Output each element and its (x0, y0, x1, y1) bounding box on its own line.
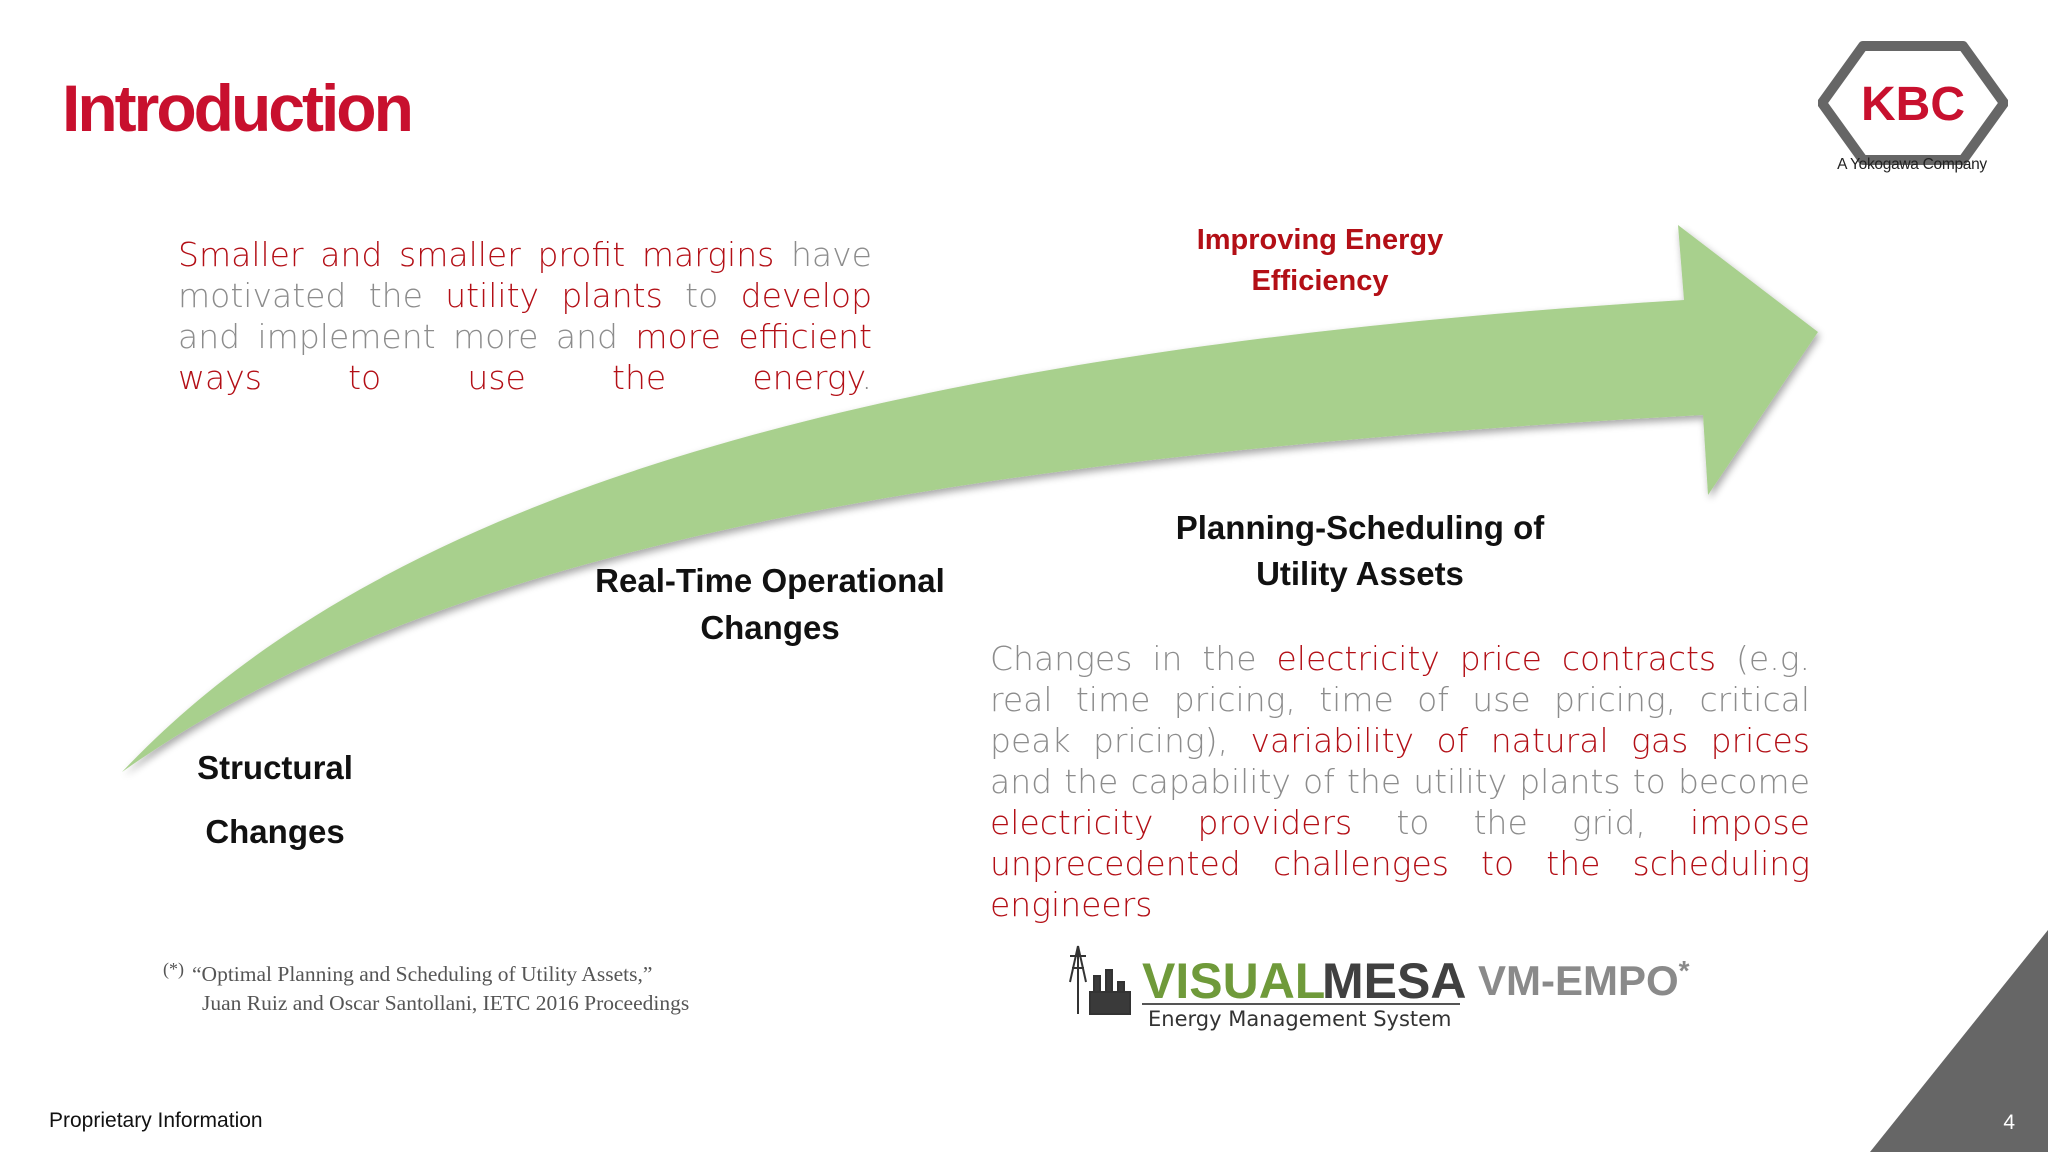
intro-s5: develop (740, 276, 873, 315)
detail-s2: electricity price contracts (1276, 639, 1717, 678)
detail-s3: (e.g. real time pricing, time of use pri… (990, 639, 1811, 760)
reference-note: (*) “Optimal Planning and Scheduling of U… (163, 959, 690, 1017)
reference-mark: (*) (163, 959, 184, 979)
visual-mesa-logo: VISUAL MESA Energy Management System (1069, 945, 1466, 1031)
corner-decoration (1870, 930, 2048, 1152)
visual-mesa-tagline: Energy Management System (1148, 1007, 1452, 1031)
visual-mesa-word2: MESA (1322, 953, 1466, 1009)
label-planning-scheduling: Planning-Scheduling of Utility Assets (1175, 509, 1545, 592)
intro-s2: have motivated the (178, 235, 872, 315)
detail-s8: impose unprecedented challenges to the s… (990, 803, 1810, 924)
footer-label: Proprietary Information (49, 1109, 263, 1132)
detail-s4: variability of natural gas prices (1228, 721, 1810, 760)
vm-empo-label: VM-EMPO* (1478, 955, 1690, 1005)
power-plant-icon (1069, 945, 1131, 1015)
visual-mesa-word1: VISUAL (1142, 953, 1325, 1009)
slide-title: Introduction (62, 71, 414, 145)
detail-s6: electricity providers (990, 803, 1353, 842)
intro-s3: utility plants (445, 276, 663, 315)
label-structural-changes: Structural Changes (197, 749, 353, 850)
intro-s8: . (861, 358, 873, 397)
reference-line2: Juan Ruiz and Oscar Santollani, IETC 201… (202, 991, 690, 1015)
detail-s7: to the grid, (1352, 803, 1691, 842)
intro-s4: to (662, 276, 741, 315)
reference-line1: “Optimal Planning and Scheduling of Util… (192, 962, 653, 986)
vm-empo-mark: * (1678, 955, 1690, 986)
label-realtime-changes: Real-Time Operational Changes (595, 562, 945, 646)
label-improving-efficiency: Improving Energy Efficiency (1196, 224, 1444, 297)
intro-s7: more efficient ways to use the energy (178, 317, 872, 397)
logo-subtitle: A Yokogawa Company (1837, 156, 1987, 173)
detail-paragraph: Changes in the electricity price contrac… (990, 638, 1810, 925)
detail-s1: Changes in the (990, 639, 1277, 678)
kbc-logo: KBC (1818, 41, 2008, 165)
page-number: 4 (2003, 1111, 2015, 1134)
vm-empo-text: VM-EMPO (1478, 957, 1679, 1004)
intro-paragraph: Smaller and smaller profit margins have … (178, 234, 872, 398)
intro-s1: Smaller and smaller profit margins (178, 235, 775, 274)
kbc-logo-text: KBC (1861, 78, 1965, 131)
detail-s5: and the capability of the utility plants… (990, 762, 1810, 801)
intro-s6: and implement more and (178, 317, 636, 356)
